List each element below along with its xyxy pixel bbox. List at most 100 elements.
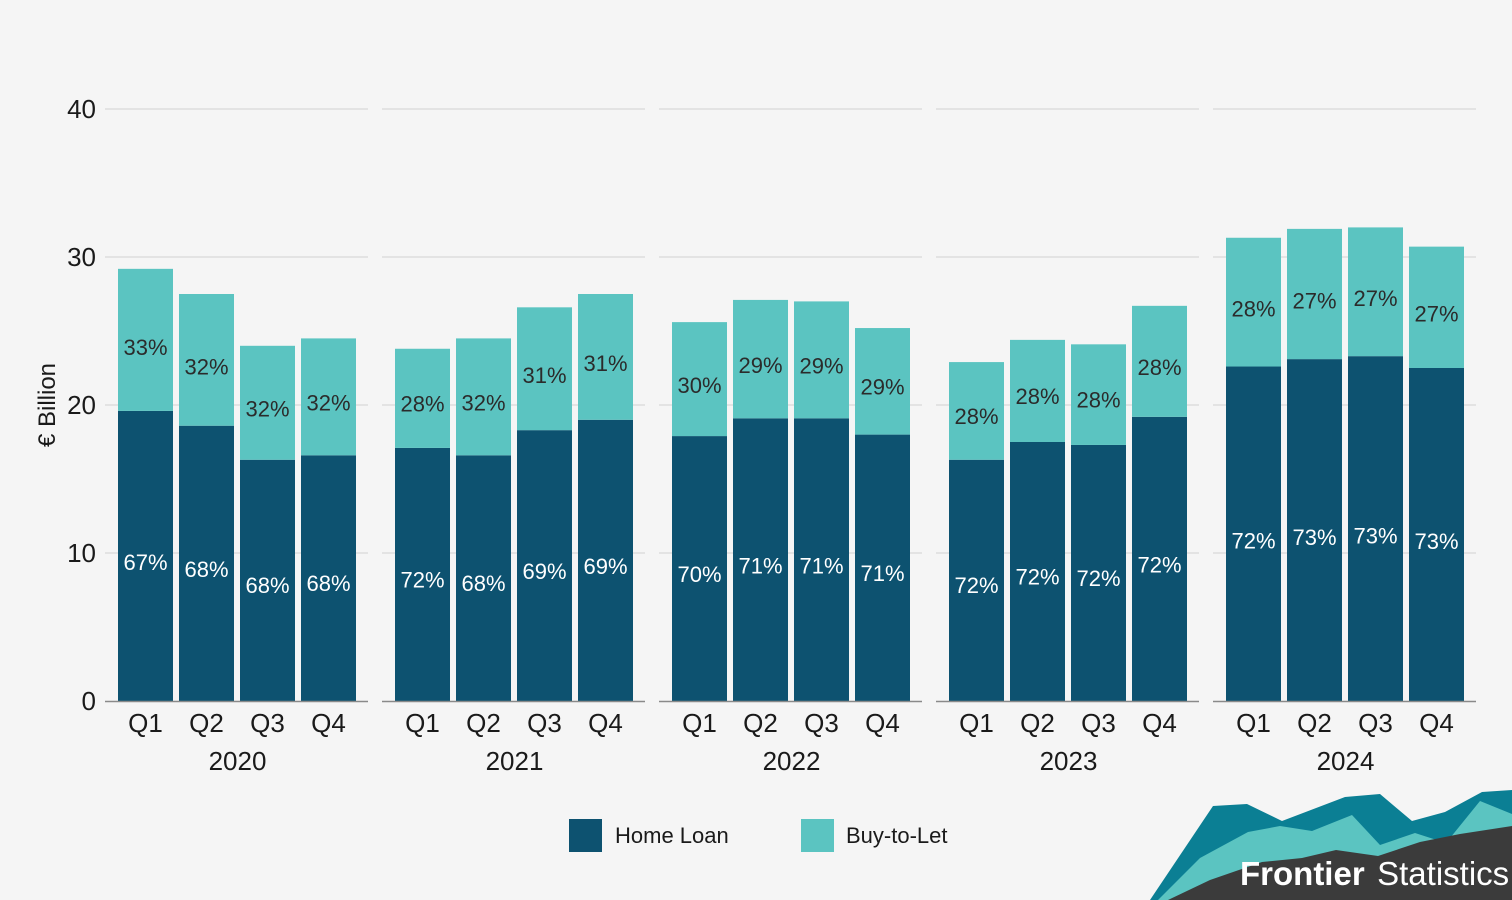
bar-home-loan-2023-Q1 [949,459,1004,701]
data-label-buy-to-let: 28% [1076,388,1120,413]
bar-home-loan-2020-Q4 [301,455,356,701]
bar-buy-to-let-2020-Q3 [240,345,295,460]
data-label-buy-to-let: 29% [799,354,843,379]
bar-home-loan-2021-Q3 [517,430,572,701]
data-label-home-loan: 70% [677,562,721,587]
data-label-buy-to-let: 30% [677,373,721,398]
x-tick-label-quarter: Q2 [743,708,778,738]
data-label-buy-to-let: 28% [1137,355,1181,380]
data-label-buy-to-let: 27% [1353,286,1397,311]
x-group-label-year: 2023 [1040,746,1098,776]
data-label-buy-to-let: 27% [1414,301,1458,326]
bar-home-loan-2021-Q2 [456,455,511,701]
x-axis: Q1 Q2 Q3 Q4 2020 Q1 Q2 Q3 Q4 2021 Q1 Q2 Q3 Q4 2022 Q1 Q2… [105,700,1476,776]
data-label-buy-to-let: 28% [1015,384,1059,409]
bar-home-loan-2020-Q2 [179,425,234,701]
bar-home-loan-2021-Q1 [395,447,450,701]
data-label-home-loan: 72% [1076,566,1120,591]
bar-buy-to-let-2020-Q4 [301,338,356,456]
x-group-label-year: 2020 [209,746,267,776]
x-tick-label-quarter: Q3 [527,708,562,738]
bar-home-loan-2021-Q4 [578,419,633,701]
bar-home-loan-2023-Q4 [1132,416,1187,701]
data-label-home-loan: 72% [1137,553,1181,578]
legend-swatch-home-loan [569,819,602,852]
x-tick-label-quarter: Q3 [1081,708,1116,738]
data-label-buy-to-let: 32% [461,391,505,416]
data-label-buy-to-let: 28% [1231,297,1275,322]
x-tick-label-quarter: Q4 [588,708,623,738]
x-group-label-year: 2021 [486,746,544,776]
data-label-buy-to-let: 33% [123,335,167,360]
bar-buy-to-let-2024-Q3 [1348,227,1403,357]
y-axis-title: € Billion [34,363,61,447]
x-tick-label-quarter: Q1 [128,708,163,738]
bar-buy-to-let-2022-Q1 [672,322,727,437]
data-label-home-loan: 72% [1231,528,1275,553]
data-label-home-loan: 69% [583,554,627,579]
bar-buy-to-let-2023-Q2 [1010,339,1065,442]
bar-buy-to-let-2022-Q3 [794,301,849,419]
data-label-buy-to-let: 27% [1292,289,1336,314]
bar-buy-to-let-2024-Q1 [1226,237,1281,367]
data-label-buy-to-let: 32% [245,396,289,421]
bar-buy-to-let-2024-Q2 [1287,228,1342,360]
data-label-home-loan: 71% [738,553,782,578]
logo-wordmark: Frontier Statistics [1240,855,1509,892]
y-tick-label: 30 [67,242,96,272]
data-label-home-loan: 73% [1414,529,1458,554]
data-label-home-loan: 72% [400,568,444,593]
bar-buy-to-let-2021-Q1 [395,348,450,448]
legend-swatch-buy-to-let [801,819,834,852]
x-tick-label-quarter: Q3 [804,708,839,738]
legend-label-buy-to-let: Buy-to-Let [846,823,948,848]
data-label-home-loan: 72% [1015,565,1059,590]
bar-buy-to-let-2021-Q2 [456,338,511,456]
x-group-label-year: 2022 [763,746,821,776]
data-label-buy-to-let: 31% [522,363,566,388]
bar-home-loan-2023-Q2 [1010,442,1065,701]
data-label-home-loan: 68% [461,571,505,596]
data-label-home-loan: 71% [799,553,843,578]
data-label-buy-to-let: 29% [860,375,904,400]
bar-home-loan-2020-Q3 [240,459,295,701]
y-tick-label: 0 [82,686,96,716]
logo-mountain-front [1168,826,1512,900]
data-label-home-loan: 68% [245,573,289,598]
bar-buy-to-let-2023-Q3 [1071,344,1126,445]
x-tick-label-quarter: Q4 [311,708,346,738]
data-label-home-loan: 72% [954,573,998,598]
x-tick-label-quarter: Q3 [250,708,285,738]
x-tick-label-quarter: Q1 [959,708,994,738]
x-tick-label-quarter: Q1 [405,708,440,738]
bar-home-loan-2024-Q3 [1348,356,1403,701]
bar-home-loan-2022-Q2 [733,418,788,701]
data-label-home-loan: 71% [860,561,904,586]
bar-buy-to-let-2024-Q4 [1409,246,1464,368]
bar-home-loan-2022-Q1 [672,436,727,701]
data-label-buy-to-let: 31% [583,351,627,376]
x-tick-label-quarter: Q4 [865,708,900,738]
bar-home-loan-2024-Q1 [1226,366,1281,701]
brand-logo: Frontier Statistics [1150,790,1512,900]
x-tick-label-quarter: Q3 [1358,708,1393,738]
bar-buy-to-let-2020-Q2 [179,294,234,426]
bar-buy-to-let-2022-Q4 [855,328,910,435]
x-tick-label-quarter: Q1 [1236,708,1271,738]
bar-home-loan-2023-Q3 [1071,444,1126,701]
y-tick-label: 20 [67,390,96,420]
bar-buy-to-let-2021-Q3 [517,307,572,431]
bar-home-loan-2024-Q2 [1287,359,1342,701]
data-label-home-loan: 68% [306,571,350,596]
y-axis: 0 10 20 30 40 [67,94,96,716]
data-label-buy-to-let: 32% [184,354,228,379]
data-label-home-loan: 73% [1292,525,1336,550]
bar-buy-to-let-2021-Q4 [578,294,633,420]
x-tick-label-quarter: Q2 [1297,708,1332,738]
data-label-home-loan: 68% [184,557,228,582]
bar-buy-to-let-2020-Q1 [118,268,173,411]
x-tick-label-quarter: Q4 [1419,708,1454,738]
bar-buy-to-let-2023-Q4 [1132,305,1187,417]
bar-buy-to-let-2023-Q1 [949,362,1004,460]
